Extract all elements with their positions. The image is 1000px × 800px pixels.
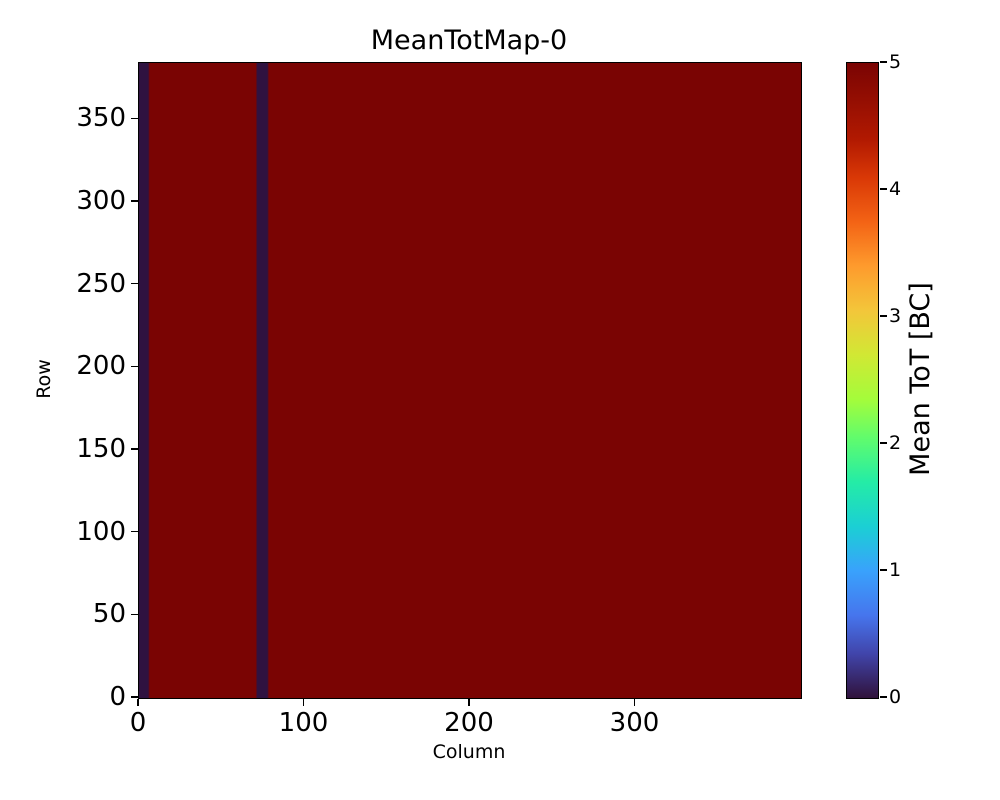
x-tick-label: 0 <box>129 708 147 738</box>
colorbar-tick-label: 1 <box>889 559 902 581</box>
colorbar-tick-label: 3 <box>889 305 902 327</box>
colorbar-tick-label: 4 <box>889 178 902 200</box>
y-tick-label: 100 <box>76 516 126 547</box>
x-tick-mark <box>137 699 139 706</box>
colorbar[interactable] <box>846 62 879 699</box>
colorbar-tick-mark <box>879 569 887 571</box>
y-tick-label: 150 <box>76 433 126 464</box>
colorbar-tick-mark <box>879 61 887 63</box>
x-tick-label: 300 <box>609 708 660 738</box>
colorbar-tick-mark <box>879 315 887 317</box>
y-tick-mark <box>131 282 138 285</box>
colorbar-tick-label: 0 <box>889 686 902 708</box>
y-axis-label: Row <box>33 359 55 399</box>
x-tick-label: 200 <box>444 708 494 738</box>
y-tick-label: 250 <box>76 268 126 299</box>
heatmap-plot-area[interactable] <box>138 62 802 699</box>
colorbar-label: Mean ToT [BC] <box>905 282 936 476</box>
y-tick-mark <box>131 200 138 202</box>
y-tick-mark <box>131 696 138 698</box>
colorbar-tick-label: 2 <box>889 432 902 454</box>
x-tick-label: 100 <box>278 708 329 738</box>
y-tick-mark <box>131 530 138 533</box>
colorbar-tick-label: 5 <box>889 51 902 73</box>
y-tick-mark <box>131 365 138 367</box>
page-title: MeanTotMap-0 <box>370 25 568 56</box>
y-tick-mark <box>131 117 138 119</box>
colorbar-gradient <box>847 63 878 698</box>
colorbar-tick-mark <box>879 442 887 444</box>
y-tick-label: 50 <box>92 599 126 630</box>
colorbar-tick-mark <box>879 188 887 190</box>
y-tick-mark <box>131 613 138 615</box>
y-tick-mark <box>131 448 138 450</box>
x-tick-mark <box>468 699 470 706</box>
y-tick-label: 200 <box>76 351 126 382</box>
heatmap-image <box>139 63 801 698</box>
x-tick-mark <box>633 699 636 706</box>
y-tick-label: 300 <box>76 185 126 216</box>
y-tick-label: 350 <box>76 103 126 134</box>
y-tick-label: 0 <box>109 682 126 712</box>
x-tick-mark <box>302 699 305 706</box>
x-axis-label: Column <box>432 741 506 763</box>
colorbar-tick-mark <box>879 696 887 698</box>
